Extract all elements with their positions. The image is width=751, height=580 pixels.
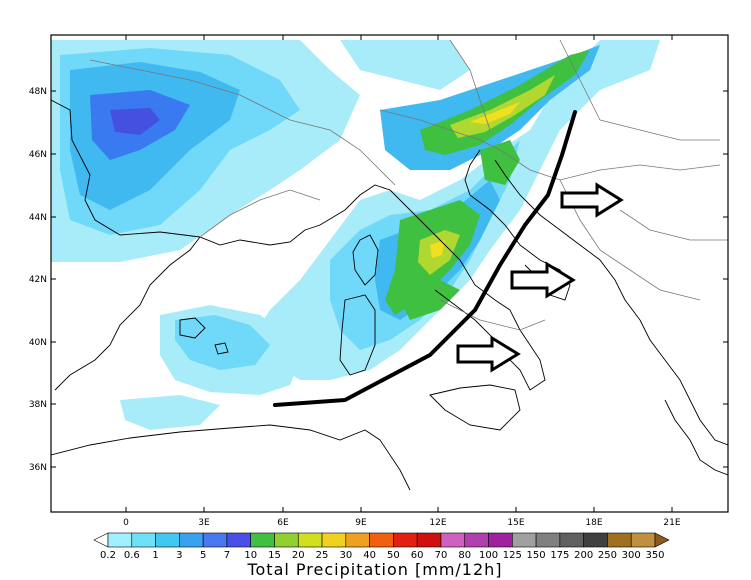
colorbar-level-label: 125 (503, 550, 522, 561)
colorbar-swatch (535, 532, 561, 548)
colorbar-level-label: 100 (479, 550, 498, 561)
precip-area-north (340, 40, 470, 90)
colorbar-swatch (107, 532, 133, 548)
colorbar-level-label: 350 (645, 550, 664, 561)
lon-label: 6E (277, 518, 289, 528)
colorbar-swatch (202, 532, 228, 548)
arrow-icon (510, 261, 576, 299)
colorbar-level-label: 3 (176, 550, 182, 561)
precip-area-yellow-italy (430, 240, 445, 258)
precip-area-green-south (400, 280, 460, 320)
colorbar-level-label: 5 (200, 550, 206, 561)
colorbar-swatch (250, 532, 275, 548)
lat-label: 48N (29, 87, 47, 97)
colorbar-level-label: 0.2 (100, 550, 116, 561)
colorbar-swatch (559, 532, 584, 548)
colorbar-level-label: 15 (268, 550, 281, 561)
lon-label: 15E (507, 518, 524, 528)
colorbar-swatch (321, 532, 347, 548)
colorbar-swatch (369, 532, 394, 548)
colorbar-level-label: 200 (574, 550, 593, 561)
colorbar-swatch (464, 532, 489, 548)
frame-ticks (51, 35, 728, 512)
arrow-icon (456, 335, 521, 373)
precip-area-yellow-alps (470, 102, 520, 124)
precipitation-field (51, 40, 660, 430)
colorbar-swatch (131, 532, 156, 548)
colorbar-swatch (93, 532, 109, 548)
colorbar-swatch (274, 532, 299, 548)
colorbar-level-label: 25 (316, 550, 329, 561)
colorbar-swatch (630, 532, 656, 548)
lat-label: 42N (29, 275, 47, 285)
colorbar-swatch (393, 532, 418, 548)
colorbar-swatch (345, 532, 370, 548)
colorbar-level-label: 70 (435, 550, 448, 561)
precip-area-south (120, 395, 220, 430)
colorbar-level-label: 150 (527, 550, 546, 561)
colorbar-swatch (607, 532, 632, 548)
colorbar-swatch (179, 532, 204, 548)
colorbar-level-label: 50 (387, 550, 400, 561)
lat-label: 38N (29, 400, 47, 410)
arrow-icon (560, 182, 624, 218)
coastlines (51, 99, 728, 491)
lat-label: 36N (29, 463, 47, 473)
colorbar-level-label: 175 (550, 550, 569, 561)
colorbar-level-label: 40 (363, 550, 376, 561)
colorbar-swatch (512, 532, 537, 548)
colorbar-swatch (155, 532, 180, 548)
longitude-labels: 0 3E 6E 9E 12E 15E 18E 21E (123, 518, 681, 528)
colorbar-swatch (583, 532, 608, 548)
colorbar-level-label: 10 (244, 550, 257, 561)
arrow-icon (456, 182, 624, 373)
colorbar-swatch (488, 532, 513, 548)
colorbar-level-label: 0.6 (124, 550, 140, 561)
front-line (273, 110, 577, 407)
lon-label: 21E (663, 518, 680, 528)
lon-label: 0 (123, 518, 129, 528)
precip-area-cyan-balearic (175, 315, 270, 370)
map-frame (50, 34, 729, 513)
colorbar-level-label: 20 (292, 550, 305, 561)
precip-area-green-adriatic (480, 140, 520, 185)
colorbar-level-label: 80 (458, 550, 471, 561)
colorbar-swatch (297, 532, 323, 548)
colorbar-swatch (654, 532, 670, 548)
colorbar: 0.2 0.6 1 3 5 7 10 15 20 25 30 40 50 60 70 80 100 125 150 1… (93, 532, 670, 561)
colorbar-level-label: 300 (622, 550, 641, 561)
lat-label: 40N (29, 338, 47, 348)
colorbar-swatch (416, 532, 442, 548)
borders (89, 39, 728, 331)
colorbar-swatch (226, 532, 251, 548)
precip-area-dblue-west (110, 108, 160, 135)
lon-label: 18E (585, 518, 602, 528)
lat-label: 44N (29, 213, 47, 223)
lon-label: 3E (198, 518, 210, 528)
lon-label: 9E (355, 518, 367, 528)
colorbar-level-label: 250 (598, 550, 617, 561)
colorbar-level-label: 7 (224, 550, 230, 561)
colorbar-title: Total Precipitation [mm/12h] (246, 560, 502, 579)
lat-label: 46N (29, 150, 47, 160)
latitude-labels: 48N 46N 44N 42N 40N 38N 36N (29, 87, 47, 473)
colorbar-level-label: 1 (152, 550, 158, 561)
colorbar-level-label: 30 (339, 550, 352, 561)
colorbar-swatch (440, 532, 466, 548)
lon-label: 12E (429, 518, 446, 528)
colorbar-level-label: 60 (411, 550, 424, 561)
